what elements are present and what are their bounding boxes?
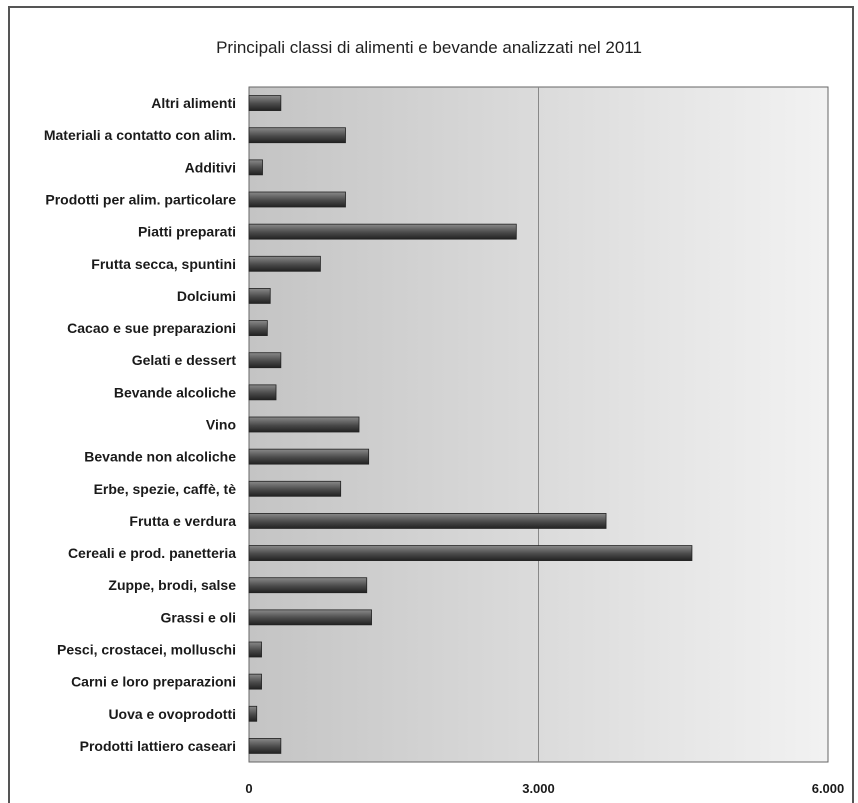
bar-19 <box>248 673 262 690</box>
x-tick-labels: 0 3.000 6.000 <box>245 781 844 796</box>
category-label-16: Zuppe, brodi, salse <box>108 577 236 593</box>
x-tick-label-1: 3.000 <box>522 781 555 796</box>
bar-1 <box>248 95 282 111</box>
category-label-18: Pesci, crostacei, molluschi <box>57 642 236 658</box>
x-tick-label-2: 6.000 <box>812 781 845 796</box>
category-label-6: Frutta secca, spuntini <box>91 256 236 272</box>
bar-18 <box>248 641 262 658</box>
category-label-19: Carni e loro preparazioni <box>71 674 236 690</box>
bar-14 <box>248 513 607 529</box>
bar-15 <box>248 545 693 561</box>
chart-title: Principali classi di alimenti e bevande … <box>216 38 642 57</box>
category-label-14: Frutta e verdura <box>129 513 236 529</box>
bar-7 <box>248 288 271 304</box>
category-label-21: Prodotti lattiero caseari <box>80 738 236 754</box>
category-label-3: Additivi <box>185 159 236 175</box>
category-label-20: Uova e ovoprodotti <box>108 706 236 722</box>
bar-4 <box>248 191 346 208</box>
bar-9 <box>248 352 282 369</box>
category-label-1: Altri alimenti <box>151 95 236 111</box>
category-label-13: Erbe, spezie, caffè, tè <box>94 481 237 497</box>
category-label-5: Piatti preparati <box>138 224 236 240</box>
category-label-15: Cereali e prod. panetteria <box>68 545 236 561</box>
bar-21 <box>248 738 282 754</box>
bar-16 <box>248 577 368 594</box>
category-label-10: Bevande alcoliche <box>114 384 236 400</box>
x-tick-label-0: 0 <box>245 781 252 796</box>
category-label-12: Bevande non alcoliche <box>84 449 236 465</box>
bar-13 <box>248 480 342 497</box>
category-label-17: Grassi e oli <box>161 609 236 625</box>
bars <box>248 95 693 754</box>
bar-17 <box>248 609 372 626</box>
bar-20 <box>248 705 258 722</box>
category-label-2: Materiali a contatto con alim. <box>44 127 236 143</box>
bar-8 <box>248 320 268 336</box>
category-label-4: Prodotti per alim. particolare <box>45 192 236 208</box>
bar-12 <box>248 448 370 465</box>
category-label-7: Dolciumi <box>177 288 236 304</box>
bar-11 <box>248 416 360 433</box>
bar-3 <box>248 159 263 176</box>
bar-10 <box>248 384 277 401</box>
bar-2 <box>248 127 346 144</box>
bar-6 <box>248 255 321 272</box>
bar-5 <box>248 223 517 240</box>
category-labels: Altri alimenti Materiali a contatto con a… <box>44 95 236 754</box>
category-label-9: Gelati e dessert <box>132 352 237 368</box>
category-label-11: Vino <box>206 417 236 433</box>
category-label-8: Cacao e sue preparazioni <box>67 320 236 336</box>
